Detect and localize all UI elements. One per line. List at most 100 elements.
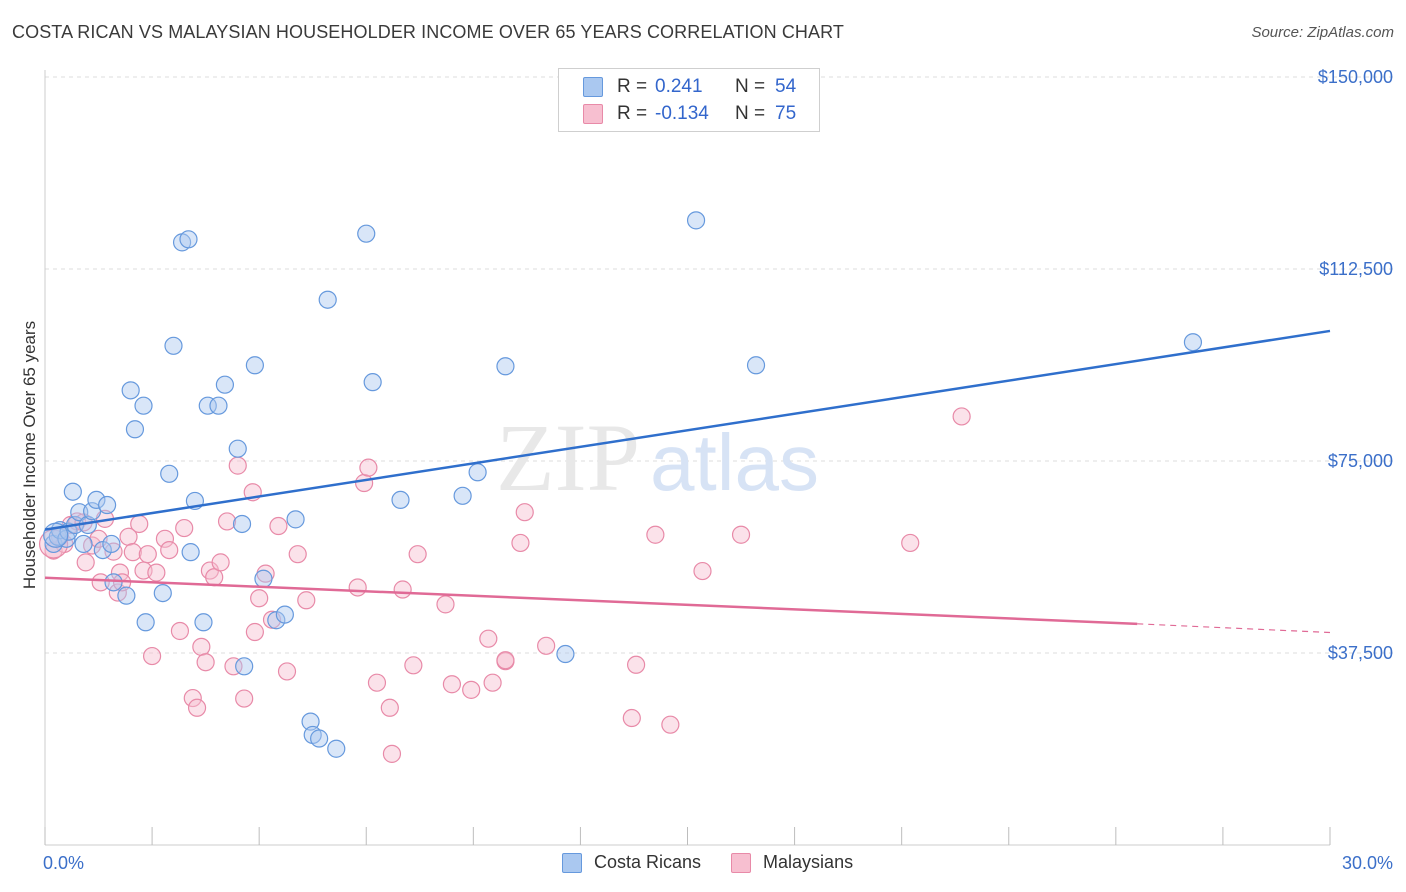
malaysians-point bbox=[537, 636, 556, 655]
legend-r-label: R = bbox=[617, 76, 648, 97]
costa-ricans-point bbox=[228, 439, 247, 458]
y-tick-labels: $37,500 $75,000 $112,500 $150,000 bbox=[1318, 67, 1393, 663]
costa-ricans-point bbox=[98, 495, 117, 515]
costa-ricans-point bbox=[496, 357, 515, 376]
malaysians-point bbox=[277, 662, 297, 681]
costa-ricans-point bbox=[746, 356, 766, 375]
malaysians-point bbox=[91, 573, 110, 592]
costa-ricans-point bbox=[232, 514, 252, 534]
legend-label: Costa Ricans bbox=[594, 852, 702, 872]
legend-n-label: N = bbox=[735, 76, 766, 97]
costa-ricans-point bbox=[181, 543, 200, 562]
malaysians-point bbox=[382, 744, 402, 763]
malaysians-point bbox=[192, 637, 211, 656]
malaysians-point bbox=[462, 680, 481, 699]
legend-n-label: N = bbox=[735, 103, 766, 124]
malaysians-point bbox=[511, 533, 530, 553]
costa-ricans-point bbox=[327, 739, 346, 758]
costa-ricans-point bbox=[453, 486, 472, 505]
costa-ricans-point bbox=[357, 224, 376, 243]
malaysians-trendline-extension bbox=[1137, 623, 1331, 634]
legend-r-value: 0.241 bbox=[655, 76, 703, 97]
costa-ricans-point bbox=[136, 613, 155, 632]
costa-ricans-point bbox=[87, 490, 106, 510]
costa-ricans-point bbox=[164, 336, 183, 355]
legend-swatch-pink bbox=[583, 104, 603, 124]
costa-ricans-point bbox=[153, 583, 172, 603]
trend-lines bbox=[44, 329, 1331, 634]
stats-legend: R = 0.241 N = 54 R = -0.134 N = 75 bbox=[558, 68, 820, 132]
x-tick-label: 30.0% bbox=[1342, 853, 1393, 873]
axes bbox=[44, 70, 1331, 846]
costa-ricans-point bbox=[275, 605, 294, 624]
costa-ricans-point bbox=[198, 396, 217, 415]
x-tick-label: 0.0% bbox=[43, 853, 84, 873]
malaysians-point bbox=[217, 512, 237, 531]
malaysians-point bbox=[250, 589, 269, 608]
costa-ricans-point bbox=[556, 644, 575, 664]
costa-ricans-point bbox=[121, 381, 140, 400]
y-tick-label: $150,000 bbox=[1318, 67, 1393, 87]
malaysians-point bbox=[380, 698, 399, 717]
malaysians-point bbox=[952, 407, 971, 426]
malaysians-point bbox=[622, 708, 641, 728]
legend-item-costa-ricans[interactable]: Costa Ricans bbox=[562, 852, 701, 873]
malaysians-point bbox=[436, 595, 455, 614]
malaysians-point bbox=[393, 580, 412, 599]
costa-ricans-point bbox=[310, 729, 329, 748]
malaysians-point bbox=[408, 545, 427, 564]
costa-ricans-point bbox=[286, 510, 305, 529]
malaysians-point bbox=[515, 503, 534, 522]
costa-ricans-point bbox=[318, 290, 337, 309]
series-legend: Costa Ricans Malaysians bbox=[562, 852, 883, 873]
legend-label: Malaysians bbox=[763, 852, 854, 872]
costa-ricans-point bbox=[134, 396, 153, 415]
malaysians-point bbox=[442, 675, 462, 694]
malaysians-point bbox=[155, 529, 175, 548]
malaysians-point bbox=[693, 561, 712, 581]
costa-ricans-point bbox=[209, 396, 228, 415]
legend-n-value: 75 bbox=[775, 103, 797, 124]
y-axis-title: Householder Income Over 65 years bbox=[20, 320, 39, 590]
malaysians-point bbox=[183, 688, 202, 708]
malaysians-point bbox=[187, 698, 207, 717]
malaysians-point bbox=[731, 525, 751, 544]
y-tick-label: $75,000 bbox=[1328, 451, 1393, 471]
costa-ricans-point bbox=[245, 356, 264, 375]
malaysians-trendline bbox=[44, 576, 1138, 626]
malaysians-point bbox=[175, 518, 194, 538]
watermark-zip: ZIP bbox=[496, 404, 640, 511]
malaysians-point bbox=[130, 514, 149, 534]
legend-swatch-blue bbox=[583, 77, 603, 97]
costa-ricans-point bbox=[117, 586, 136, 605]
malaysians-point bbox=[496, 651, 515, 670]
y-tick-label: $37,500 bbox=[1328, 643, 1393, 663]
costa-ricans-trendline bbox=[44, 329, 1331, 531]
legend-swatch-blue bbox=[562, 852, 582, 873]
costa-ricans-point bbox=[160, 464, 179, 483]
costa-ricans-point bbox=[254, 569, 273, 588]
costa-ricans-point bbox=[363, 373, 382, 392]
malaysians-point bbox=[901, 533, 920, 553]
costa-ricans-point bbox=[235, 657, 254, 676]
malaysians-point bbox=[359, 458, 378, 477]
malaysians-point bbox=[76, 553, 95, 572]
malaysians-point bbox=[288, 545, 307, 564]
legend-swatch-pink bbox=[731, 852, 752, 873]
costa-ricans-point bbox=[125, 420, 145, 439]
costa-ricans-point bbox=[391, 490, 410, 510]
legend-n-value: 54 bbox=[775, 76, 797, 97]
malaysians-point bbox=[245, 622, 264, 642]
chart-title: COSTA RICAN VS MALAYSIAN HOUSEHOLDER INC… bbox=[12, 22, 845, 42]
legend-r-value: -0.134 bbox=[655, 103, 709, 124]
costa-ricans-point bbox=[215, 375, 234, 394]
malaysians-point bbox=[123, 543, 142, 562]
watermark: ZIP atlas bbox=[496, 404, 819, 511]
malaysians-point bbox=[404, 656, 423, 675]
costa-ricans-point bbox=[301, 712, 320, 731]
malaysians-point bbox=[626, 655, 646, 674]
costa-ricans-point bbox=[104, 573, 123, 592]
malaysians-point bbox=[479, 629, 498, 648]
x-tick-labels: 0.0% 30.0% bbox=[43, 853, 1393, 873]
legend-item-malaysians[interactable]: Malaysians bbox=[731, 852, 853, 873]
